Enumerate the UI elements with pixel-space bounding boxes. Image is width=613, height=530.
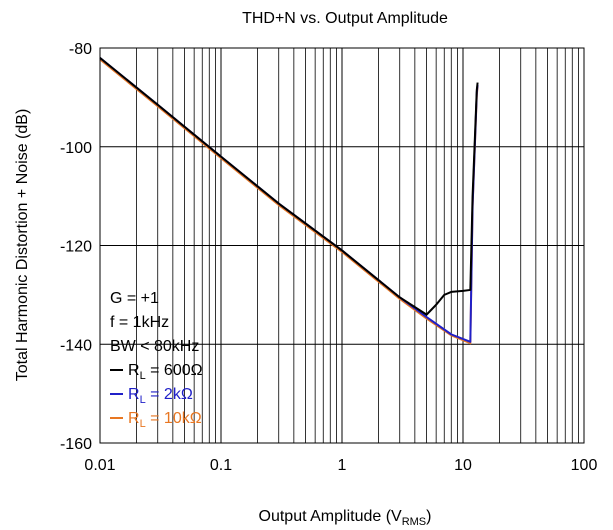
tick-labels: 0.01 0.1 1 10 100 -80 -100 -120 -140 -160 xyxy=(60,41,597,474)
x-tick-label: 10 xyxy=(454,457,472,474)
grid-layer xyxy=(99,47,585,444)
series-layer xyxy=(99,57,479,345)
series-line-0 xyxy=(99,57,479,316)
condition-text: BW < 80kHz xyxy=(110,338,199,355)
legend: G = +1 f = 1kHz BW < 80kHz RL = 600Ω RL = 2k… xyxy=(110,290,203,430)
x-tick-label: 0.01 xyxy=(84,457,115,474)
legend-entry: RL = 600Ω xyxy=(128,362,203,382)
x-axis-label-end: ) xyxy=(426,508,431,525)
x-tick-label: 100 xyxy=(571,457,598,474)
y-tick-label: -140 xyxy=(60,337,92,354)
y-axis-label: Total Harmonic Distortion + Noise (dB) xyxy=(14,109,31,382)
chart-title: THD+N vs. Output Amplitude xyxy=(242,10,448,27)
legend-entry: RL = 10kΩ xyxy=(128,410,202,430)
y-tick-label: -80 xyxy=(69,41,92,58)
legend-entry: RL = 2kΩ xyxy=(128,386,193,406)
x-axis-label: Output Amplitude (VRMS) xyxy=(259,508,432,528)
x-axis-label-subscript: RMS xyxy=(402,516,426,528)
x-tick-label: 1 xyxy=(338,457,347,474)
x-axis-label-main: Output Amplitude (V xyxy=(259,508,403,525)
x-tick-label: 0.1 xyxy=(210,457,232,474)
condition-text: f = 1kHz xyxy=(110,314,169,331)
plot-frame xyxy=(99,47,585,444)
y-tick-label: -120 xyxy=(60,239,92,256)
condition-text: G = +1 xyxy=(110,290,159,307)
y-tick-label: -160 xyxy=(60,436,92,453)
y-tick-label: -100 xyxy=(60,140,92,157)
